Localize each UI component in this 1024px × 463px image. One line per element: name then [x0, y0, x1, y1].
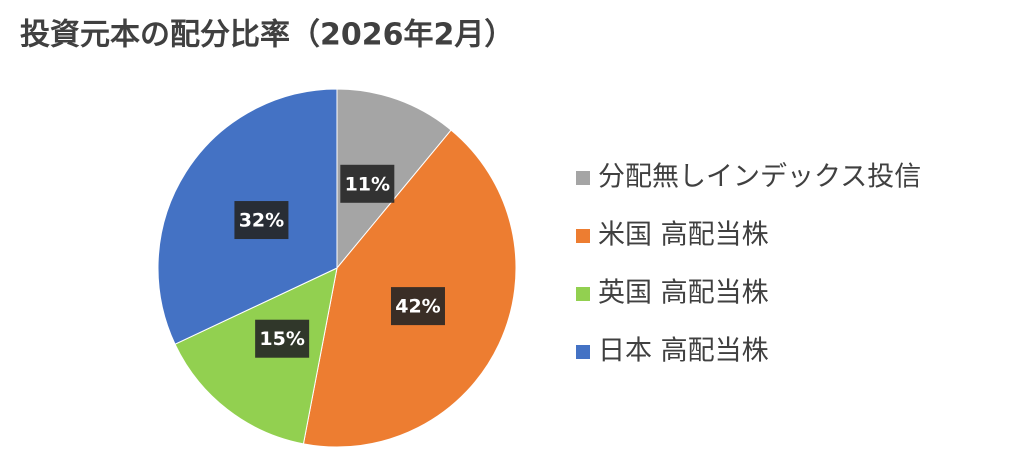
slice-label: 32% — [239, 210, 284, 232]
label-box — [234, 201, 289, 240]
legend-swatch — [576, 345, 590, 359]
legend-text: 米国 高配当株 — [598, 220, 769, 251]
legend-swatch — [576, 287, 590, 301]
legend-text: 日本 高配当株 — [598, 336, 769, 367]
slice-label: 42% — [395, 296, 440, 318]
slice-label: 11% — [345, 173, 390, 195]
label-box — [255, 319, 310, 358]
slice-label: 15% — [259, 328, 304, 350]
legend-text: 分配無しインデックス投信 — [598, 162, 921, 193]
legend-swatch — [576, 171, 590, 185]
label-box — [390, 287, 445, 326]
legend-swatch — [576, 229, 590, 243]
legend-text: 英国 高配当株 — [598, 278, 769, 309]
chart-title: 投資元本の配分比率（2026年2月） — [20, 18, 514, 53]
label-box — [340, 164, 395, 203]
